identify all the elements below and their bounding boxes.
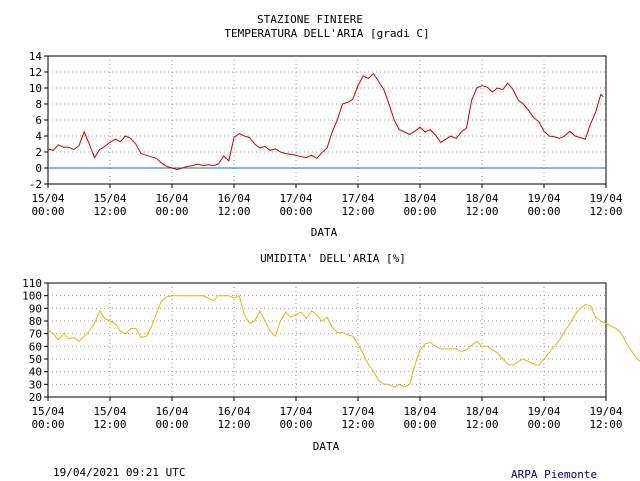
humidity-x-tick-date: 16/04 [217, 405, 250, 418]
temperature-y-tick-label: 0 [35, 162, 42, 175]
humidity-y-tick-label: 30 [29, 378, 42, 391]
temperature-x-tick-time: 00:00 [279, 205, 312, 218]
humidity-y-tick-label: 50 [29, 353, 42, 366]
temperature-x-tick-date: 15/04 [31, 192, 64, 205]
temperature-x-tick-time: 12:00 [93, 205, 126, 218]
humidity-x-tick-time: 12:00 [341, 418, 374, 431]
humidity-y-tick-label: 90 [29, 302, 42, 315]
temperature-y-tick-label: -2 [29, 178, 42, 191]
temperature-x-tick-date: 19/04 [589, 192, 622, 205]
humidity-x-tick-time: 00:00 [31, 418, 64, 431]
temperature-x-tick-time: 12:00 [341, 205, 374, 218]
temperature-y-tick-label: 8 [35, 98, 42, 111]
temperature-x-tick-date: 18/04 [403, 192, 436, 205]
humidity-y-tick-label: 100 [22, 290, 42, 303]
humidity-x-tick-date: 17/04 [341, 405, 374, 418]
station-title: STAZIONE FINIERE [257, 13, 363, 26]
humidity-x-tick-date: 17/04 [279, 405, 312, 418]
humidity-x-tick-date: 16/04 [155, 405, 188, 418]
temperature-chart-title: TEMPERATURA DELL'ARIA [gradi C] [224, 27, 429, 40]
temperature-y-tick-label: 10 [29, 82, 42, 95]
temperature-x-tick-time: 12:00 [465, 205, 498, 218]
temperature-x-tick-date: 17/04 [279, 192, 312, 205]
humidity-chart-title: UMIDITA' DELL'ARIA [%] [260, 252, 406, 265]
humidity-y-tick-label: 40 [29, 366, 42, 379]
temperature-x-axis-label: DATA [311, 226, 338, 239]
temperature-series-line [47, 72, 604, 171]
temperature-x-tick-time: 12:00 [589, 205, 622, 218]
humidity-x-axis-label: DATA [313, 440, 340, 453]
humidity-x-tick-date: 19/04 [589, 405, 622, 418]
temperature-y-tick-label: 4 [35, 130, 42, 143]
temperature-x-tick-time: 12:00 [217, 205, 250, 218]
humidity-x-tick-date: 15/04 [93, 405, 126, 418]
humidity-x-tick-time: 00:00 [403, 418, 436, 431]
humidity-y-tick-label: 110 [22, 277, 42, 290]
humidity-x-tick-time: 00:00 [527, 418, 560, 431]
humidity-y-tick-label: 60 [29, 340, 42, 353]
humidity-x-tick-date: 18/04 [465, 405, 498, 418]
temperature-x-tick-date: 15/04 [93, 192, 126, 205]
humidity-y-tick-label: 80 [29, 315, 42, 328]
temperature-x-tick-time: 00:00 [527, 205, 560, 218]
humidity-x-tick-time: 00:00 [155, 418, 188, 431]
temperature-y-tick-label: 12 [29, 66, 42, 79]
temperature-chart: -20246810121415/0400:0015/0412:0016/0400… [29, 50, 623, 218]
humidity-x-tick-time: 12:00 [217, 418, 250, 431]
temperature-x-tick-date: 16/04 [217, 192, 250, 205]
humidity-x-tick-time: 12:00 [589, 418, 622, 431]
temperature-y-tick-label: 6 [35, 114, 42, 127]
humidity-x-tick-time: 12:00 [465, 418, 498, 431]
temperature-y-tick-label: 14 [29, 50, 43, 63]
temperature-x-tick-date: 17/04 [341, 192, 374, 205]
temperature-plot-frame [47, 55, 607, 185]
humidity-x-tick-date: 15/04 [31, 405, 64, 418]
humidity-x-tick-time: 00:00 [279, 418, 312, 431]
timestamp-footer: 19/04/2021 09:21 UTC [53, 466, 186, 479]
humidity-series-line [47, 294, 640, 388]
temperature-x-tick-time: 00:00 [403, 205, 436, 218]
arpa-credit: ARPA Piemonte [511, 468, 598, 481]
humidity-plot-frame [47, 282, 607, 398]
temperature-x-tick-time: 00:00 [31, 205, 64, 218]
humidity-y-tick-label: 70 [29, 328, 42, 341]
humidity-x-tick-date: 18/04 [403, 405, 436, 418]
temperature-x-tick-date: 16/04 [155, 192, 188, 205]
temperature-y-tick-label: 2 [35, 146, 42, 159]
humidity-x-tick-date: 19/04 [527, 405, 560, 418]
humidity-y-tick-label: 20 [29, 391, 42, 404]
temperature-x-tick-time: 00:00 [155, 205, 188, 218]
humidity-chart: 203040506070809010011015/0400:0015/0412:… [22, 277, 640, 431]
humidity-x-tick-time: 12:00 [93, 418, 126, 431]
temperature-x-tick-date: 19/04 [527, 192, 560, 205]
temperature-x-tick-date: 18/04 [465, 192, 498, 205]
